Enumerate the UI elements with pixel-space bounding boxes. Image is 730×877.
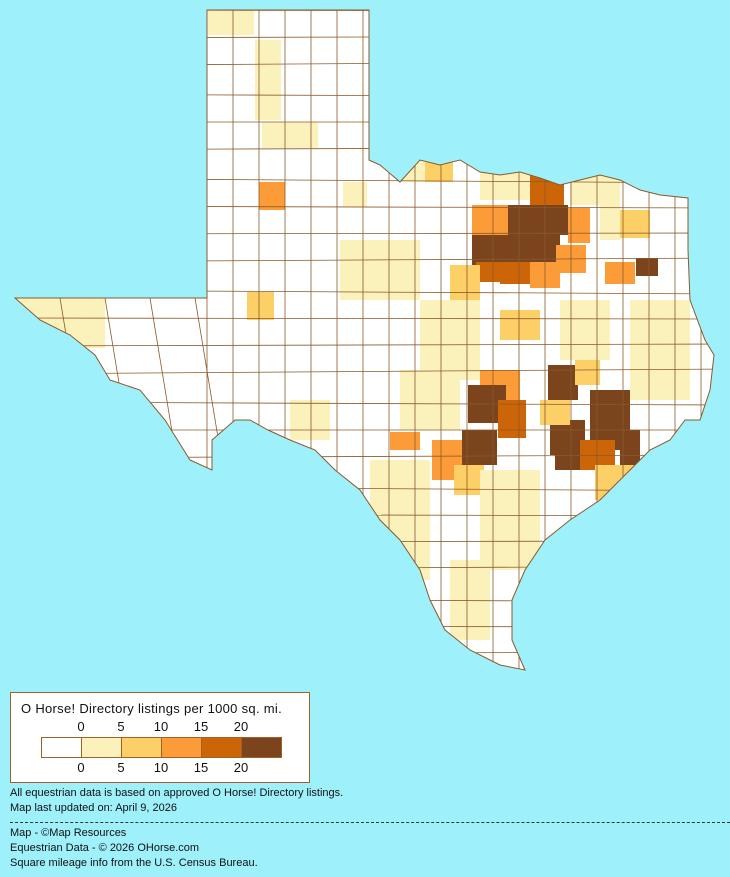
county-border [15, 343, 714, 347]
county-patch [476, 262, 500, 282]
map-credit: Map - ©Map Resources [10, 827, 127, 839]
county-border [15, 565, 714, 571]
county-patch [500, 262, 530, 284]
county-patch [425, 160, 453, 182]
tick: 0 [77, 719, 85, 734]
tick: 15 [193, 719, 209, 734]
county-patch [508, 205, 568, 235]
tick: 0 [77, 760, 85, 775]
county-patch [208, 10, 254, 35]
county-border [15, 625, 714, 628]
county-patch [340, 240, 420, 300]
county-border [15, 540, 714, 543]
county-patch [498, 400, 526, 438]
legend-swatch [202, 738, 242, 757]
county-patch [630, 300, 690, 400]
county-patch [390, 432, 420, 450]
legend-color-scale [41, 737, 282, 758]
county-patch [462, 430, 497, 465]
county-patch [620, 210, 650, 238]
county-patch [530, 175, 564, 205]
county-patch [450, 265, 480, 300]
legend-swatch [162, 738, 202, 757]
county-patch [262, 122, 318, 148]
tick: 5 [117, 719, 125, 734]
legend-title: O Horse! Directory listings per 1000 sq.… [21, 701, 283, 716]
tick: 15 [193, 760, 209, 775]
data-credit: Equestrian Data - © 2026 OHorse.com [10, 842, 200, 854]
tick: 10 [153, 760, 169, 775]
county-patch [472, 235, 532, 265]
tick: 10 [153, 719, 169, 734]
tick: 5 [117, 760, 125, 775]
county-border [15, 513, 714, 517]
county-patch [548, 365, 578, 400]
county-patch [600, 200, 620, 240]
county-patch [532, 235, 560, 265]
county-patch [400, 370, 460, 430]
data-basis-note: All equestrian data is based on approved… [10, 787, 344, 799]
county-patch [450, 560, 490, 640]
county-patch [290, 400, 330, 440]
legend-swatch [242, 738, 281, 757]
county-patch [480, 170, 530, 200]
county-patch [370, 460, 430, 580]
county-patch [560, 300, 610, 360]
county-border [0, 677, 730, 682]
county-patch [636, 258, 658, 276]
county-border [15, 317, 714, 320]
divider [10, 822, 730, 823]
legend-swatch [42, 738, 82, 757]
census-credit: Square mileage info from the U.S. Census… [10, 857, 258, 869]
legend: O Horse! Directory listings per 1000 sq.… [10, 692, 310, 783]
county-patch [454, 465, 484, 495]
legend-swatch [122, 738, 162, 757]
county-patch [605, 262, 635, 284]
county-patch [472, 205, 508, 235]
updated-note: Map last updated on: April 9, 2026 [10, 802, 177, 814]
county-patch [480, 470, 540, 570]
tick: 20 [233, 719, 249, 734]
county-patch [595, 465, 635, 500]
tick: 20 [233, 760, 249, 775]
county-patch [568, 208, 590, 243]
county-border [15, 597, 714, 603]
county-patch [247, 292, 274, 320]
county-patch [15, 298, 105, 348]
texas-county-map [0, 9, 730, 682]
county-border [15, 297, 46, 481]
county-patch [500, 310, 540, 340]
county-border [15, 651, 714, 655]
county-patch [620, 430, 640, 465]
county-patch [420, 300, 480, 380]
county-patch [259, 182, 285, 210]
county-patch [540, 400, 570, 425]
county-border [15, 368, 714, 375]
legend-swatch [82, 738, 122, 757]
